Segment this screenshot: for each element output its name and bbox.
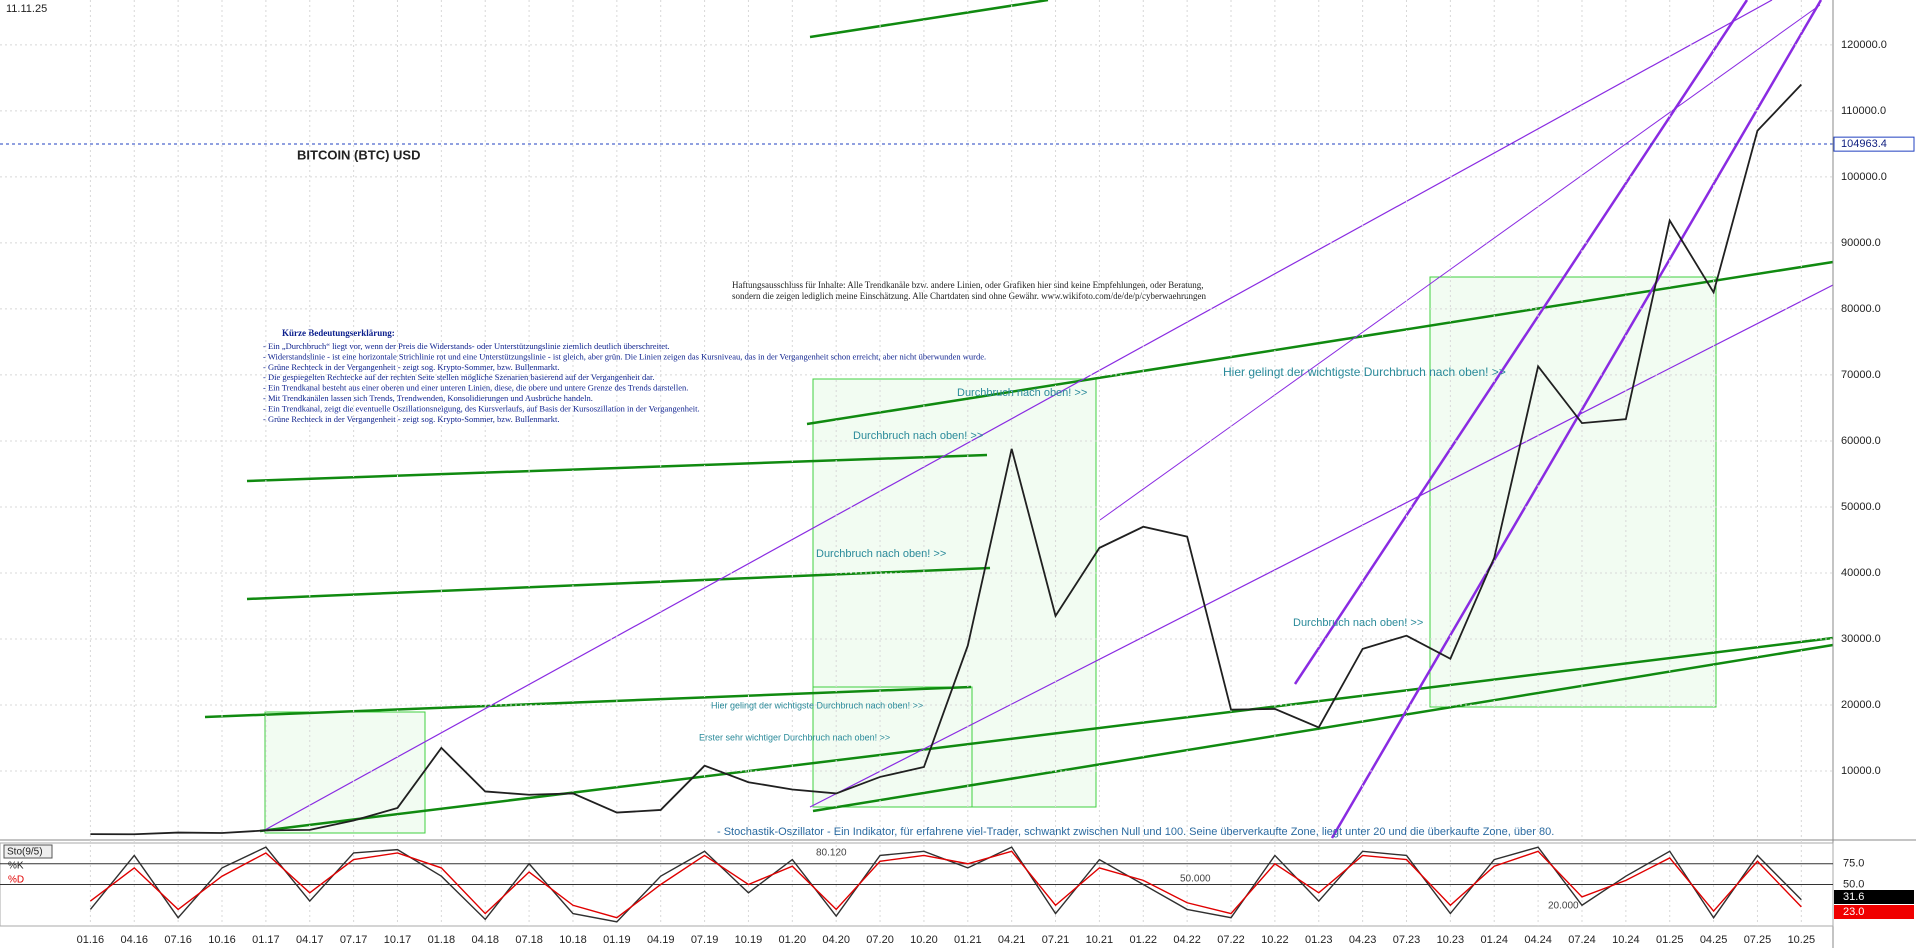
annotation: Hier gelingt der wichtigste Durchbruch n… — [1223, 365, 1506, 379]
annotation: Hier gelingt der wichtigste Durchbruch n… — [711, 700, 923, 710]
legend-line: - Mit Trendkanälen lassen sich Trends, T… — [263, 393, 593, 403]
x-tick-label: 04.25 — [1700, 934, 1728, 946]
x-tick-label: 10.25 — [1788, 934, 1816, 946]
x-tick-label: 01.23 — [1305, 934, 1333, 946]
series-line — [89, 850, 1802, 919]
legend-line: - Widerstandslinie - ist eine horizontal… — [263, 351, 986, 361]
legend-line: - Ein Trendkanal, zeigt die eventuelle O… — [263, 403, 700, 413]
annotation: Durchbruch nach oben! >> — [957, 387, 1087, 399]
summer-box — [812, 686, 973, 808]
x-tick-label: 04.18 — [471, 934, 499, 946]
x-tick-label: 07.17 — [340, 934, 368, 946]
y-tick-label: 40000.0 — [1841, 567, 1881, 579]
date: 11.11.25 — [6, 3, 47, 15]
x-tick-label: 10.23 — [1437, 934, 1465, 946]
x-tick-label: 07.25 — [1744, 934, 1772, 946]
annotation: Erster sehr wichtiger Durchbruch nach ob… — [699, 732, 890, 742]
x-tick-label: 04.22 — [1173, 934, 1201, 946]
stoch-tick-label: 75.0 — [1843, 858, 1864, 870]
last-price-label: 104963.4 — [1841, 138, 1887, 150]
y-tick-label: 70000.0 — [1841, 369, 1881, 381]
legend-line: - Die gespiegelten Rechtecke auf der rec… — [263, 372, 654, 382]
x-tick-label: 10.18 — [559, 934, 587, 946]
x-tick-label: 01.25 — [1656, 934, 1684, 946]
stoch-level-label: 20.000 — [1548, 901, 1579, 912]
x-tick-label: 07.21 — [1042, 934, 1070, 946]
x-tick-label: 01.19 — [603, 934, 631, 946]
legend-d: %D — [8, 875, 24, 886]
x-tick-label: 04.21 — [998, 934, 1026, 946]
x-tick-label: 07.22 — [1217, 934, 1245, 946]
summer-box — [1429, 276, 1717, 708]
y-tick-label: 60000.0 — [1841, 435, 1881, 447]
y-tick-label: 50000.0 — [1841, 501, 1881, 513]
y-tick-label: 20000.0 — [1841, 699, 1881, 711]
legend-line: - Ein Trendkanal besteht aus einer obere… — [263, 383, 688, 393]
y-tick-label: 110000.0 — [1841, 105, 1886, 117]
legend-title: Kürze Bedeutungserklärung: — [282, 328, 395, 338]
chart-title: BITCOIN (BTC) USD — [297, 147, 421, 162]
y-tick-label: 90000.0 — [1841, 237, 1881, 249]
annotation: Durchbruch nach oben! >> — [816, 548, 946, 560]
stoch-title: Sto(9/5) — [7, 847, 43, 858]
stoch-level-label: 50.000 — [1180, 874, 1211, 885]
x-tick-label: 07.23 — [1393, 934, 1421, 946]
x-tick-label: 10.21 — [1086, 934, 1114, 946]
x-tick-label: 04.19 — [647, 934, 675, 946]
stoch-tick-label: 50.0 — [1843, 878, 1864, 890]
x-tick-label: 01.20 — [779, 934, 807, 946]
x-tick-label: 07.16 — [164, 934, 192, 946]
y-tick-label: 120000.0 — [1841, 39, 1887, 51]
summer-box — [812, 378, 1097, 808]
stoch-last-label: 31.6 — [1843, 891, 1864, 903]
x-tick-label: 10.17 — [384, 934, 412, 946]
x-tick-label: 10.19 — [735, 934, 763, 946]
x-tick-label: 10.20 — [910, 934, 938, 946]
x-tick-label: 01.18 — [428, 934, 456, 946]
series-line — [90, 83, 1802, 836]
y-tick-label: 10000.0 — [1841, 765, 1881, 777]
x-tick-label: 10.24 — [1612, 934, 1640, 946]
stoch-last-box — [1834, 905, 1914, 919]
x-tick-label: 01.16 — [77, 934, 105, 946]
legend-line: - Grüne Rechteck in der Vergangenheit - … — [263, 362, 559, 372]
last-price-box — [1833, 136, 1915, 152]
x-tick-label: 04.23 — [1349, 934, 1377, 946]
x-tick-label: 07.24 — [1568, 934, 1596, 946]
annotation: Durchbruch nach oben! >> — [1293, 617, 1423, 629]
x-tick-label: 01.21 — [954, 934, 982, 946]
x-tick-label: 07.19 — [691, 934, 719, 946]
channel-lines — [262, 0, 1834, 839]
annotation: Durchbruch nach oben! >> — [853, 430, 983, 442]
x-tick-label: 04.20 — [822, 934, 850, 946]
x-tick-label: 04.17 — [296, 934, 324, 946]
y-tick-label: 100000.0 — [1841, 171, 1887, 183]
x-tick-label: 10.22 — [1261, 934, 1289, 946]
stoch-level-label: 80.120 — [816, 848, 847, 859]
disclaimer: sondern die zeigen lediglich meine Einsc… — [732, 291, 1207, 301]
x-tick-label: 07.18 — [515, 934, 543, 946]
x-tick-label: 10.16 — [208, 934, 236, 946]
legend-line: - Grüne Rechteck in der Vergangenheit - … — [263, 414, 559, 424]
x-tick-label: 07.20 — [866, 934, 894, 946]
trend-lines — [204, 0, 1834, 833]
x-tick-label: 01.17 — [252, 934, 280, 946]
x-tick-label: 04.16 — [121, 934, 149, 946]
x-tick-label: 01.24 — [1480, 934, 1508, 946]
y-tick-label: 80000.0 — [1841, 303, 1881, 315]
x-tick-label: 04.24 — [1524, 934, 1552, 946]
annotation: - Stochastik-Oszillator - Ein Indikator,… — [717, 826, 1554, 838]
x-tick-label: 01.22 — [1130, 934, 1158, 946]
stoch-last-box — [1834, 890, 1914, 904]
stoch-last-label: 23.0 — [1843, 906, 1864, 918]
y-tick-label: 30000.0 — [1841, 633, 1881, 645]
stoch-label-box — [3, 844, 53, 859]
legend-line: - Ein „Durchbruch“ liegt vor, wenn der P… — [263, 341, 670, 351]
legend-k: %K — [8, 861, 24, 872]
